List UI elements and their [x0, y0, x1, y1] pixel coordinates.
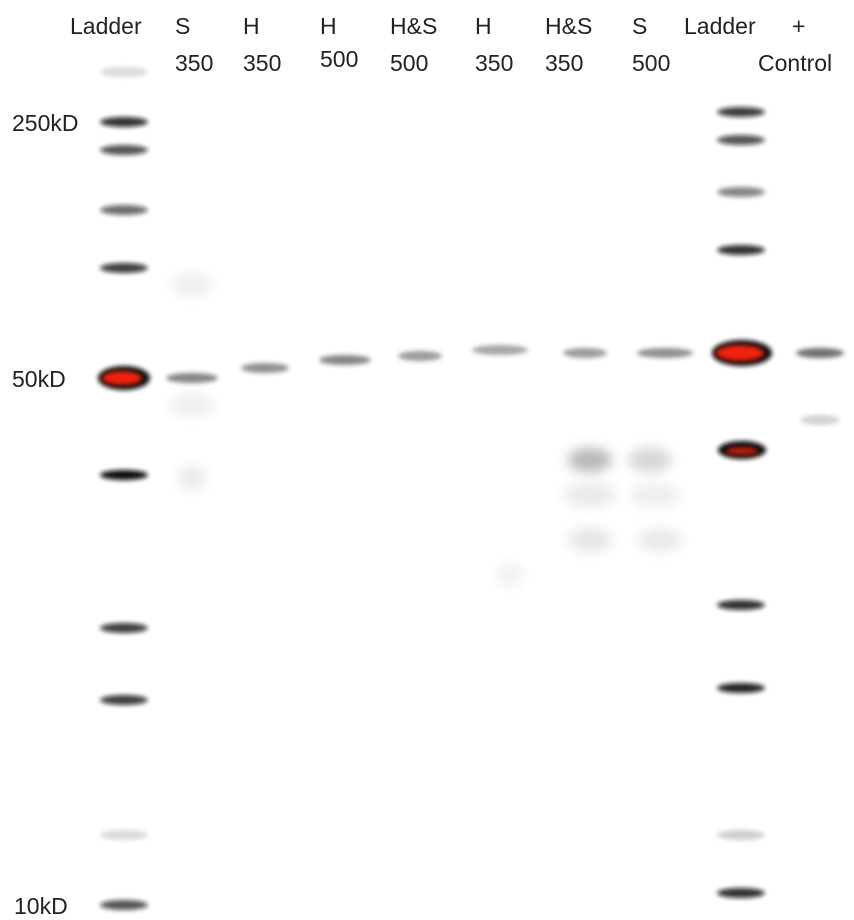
band	[717, 187, 765, 197]
lane-label: H	[320, 13, 337, 39]
band	[100, 67, 148, 77]
lane-label: Ladder	[70, 13, 142, 39]
band	[170, 393, 214, 417]
band	[726, 447, 758, 455]
band	[319, 355, 371, 365]
band	[629, 483, 681, 507]
band	[717, 135, 765, 145]
band	[638, 528, 682, 552]
lane-label: H&S	[545, 13, 592, 39]
band	[178, 466, 206, 490]
band	[472, 345, 528, 355]
band	[100, 830, 148, 840]
band	[100, 205, 148, 215]
band	[241, 363, 289, 373]
band	[568, 448, 612, 472]
band	[717, 600, 765, 610]
band	[100, 623, 148, 633]
band	[563, 348, 607, 358]
band	[716, 345, 764, 361]
lane-label: 350	[475, 50, 513, 76]
band	[100, 145, 148, 155]
band	[628, 448, 672, 472]
band	[637, 348, 693, 358]
lane-label: 500	[320, 46, 358, 72]
band	[398, 351, 442, 361]
band	[100, 117, 148, 127]
marker-label: 10kD	[14, 893, 68, 919]
band	[717, 245, 765, 255]
marker-label: 50kD	[12, 366, 66, 392]
marker-label: 250kD	[12, 110, 78, 136]
band	[717, 683, 765, 693]
band	[717, 830, 765, 840]
blot-image: Ladder S 350 H 350 H 500 H&S 500 H 350 H…	[0, 0, 854, 920]
band	[800, 415, 840, 425]
band	[717, 888, 765, 898]
lane-label: 500	[632, 50, 670, 76]
band	[100, 263, 148, 273]
band	[717, 107, 765, 117]
lane-label: Ladder	[684, 13, 756, 39]
lane-label: 500	[390, 50, 428, 76]
lane-label: S	[632, 13, 647, 39]
lane-label: H	[243, 13, 260, 39]
lane-label: +	[792, 13, 805, 39]
band	[100, 900, 148, 910]
band	[172, 273, 212, 297]
lane-label: H	[475, 13, 492, 39]
lane-label: H&S	[390, 13, 437, 39]
lane-label: Control	[758, 50, 832, 76]
band	[496, 563, 524, 587]
lane-label: 350	[175, 50, 213, 76]
band	[568, 528, 612, 552]
band	[796, 348, 844, 358]
band	[166, 373, 218, 383]
lane-label: 350	[545, 50, 583, 76]
band	[100, 695, 148, 705]
band	[100, 470, 148, 480]
band	[102, 371, 142, 385]
band	[564, 483, 616, 507]
lane-label: 350	[243, 50, 281, 76]
lane-label: S	[175, 13, 190, 39]
